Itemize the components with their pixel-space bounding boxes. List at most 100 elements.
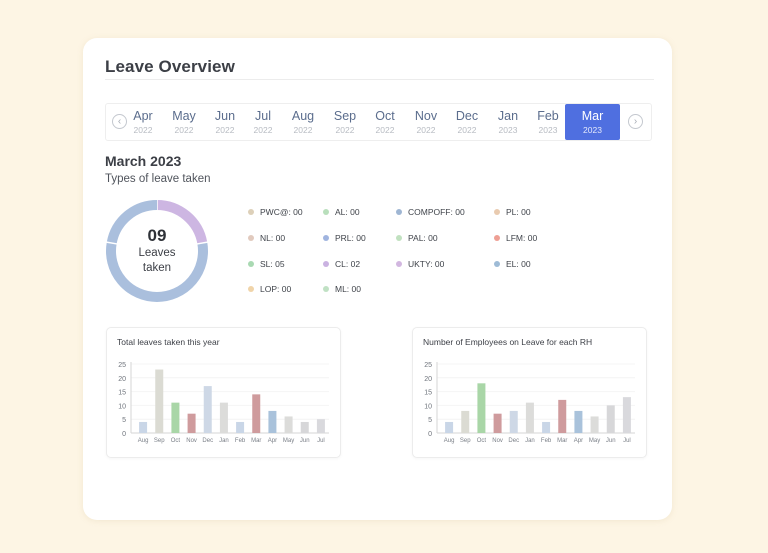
donut-segment[interactable] [156, 200, 208, 245]
x-tick-label: May [589, 438, 600, 444]
bar-mar[interactable] [252, 394, 261, 433]
legend-item-ukty: UKTY: 00 [396, 259, 444, 269]
y-tick-label: 5 [428, 417, 432, 424]
bar-dec[interactable] [509, 410, 518, 433]
month-tab-feb-2023[interactable]: Feb 2023 [525, 104, 571, 140]
legend-dot-icon [323, 209, 329, 215]
month-tab-may-2022[interactable]: May 2022 [161, 104, 207, 140]
year-label: 2022 [215, 125, 235, 135]
x-tick-label: Jun [606, 438, 616, 444]
bar-apr[interactable] [268, 410, 277, 433]
segment-separator [196, 241, 209, 245]
legend-dot-icon [323, 261, 329, 267]
legend-label: PWC@: 00 [260, 207, 303, 217]
donut-center: 09 Leaves taken [105, 199, 209, 303]
bar-feb[interactable] [542, 421, 551, 433]
legend-item-pal: PAL: 00 [396, 233, 438, 243]
total-leaves-bar-chart: 0 5 10 15 20 25 Aug Sep Oct Nov Dec Jan Feb Mar Apr May… [118, 362, 329, 444]
bar-jul[interactable] [316, 419, 325, 433]
legend-dot-icon [396, 261, 402, 267]
bar-sep[interactable] [155, 369, 164, 433]
month-tab-apr-2022[interactable]: Apr 2022 [120, 104, 166, 140]
bar-jun[interactable] [606, 405, 615, 433]
year-label: 2022 [133, 125, 153, 135]
bar-aug[interactable] [445, 421, 454, 433]
year-label: 2022 [174, 125, 194, 135]
y-tick-label: 20 [424, 376, 432, 383]
bar-apr[interactable] [574, 410, 583, 433]
month-tab-nov-2022[interactable]: Nov 2022 [403, 104, 449, 140]
month-label: Jun [214, 109, 236, 123]
year-label: 2022 [293, 125, 313, 135]
legend-item-pwc: PWC@: 00 [248, 207, 303, 217]
chart-title: Total leaves taken this year [117, 337, 220, 347]
x-tick-label: Aug [138, 438, 149, 444]
legend-dot-icon [396, 235, 402, 241]
legend-dot-icon [248, 286, 254, 292]
bar-mar[interactable] [558, 399, 567, 433]
legend-label: PAL: 00 [408, 233, 438, 243]
year-label: 2022 [253, 125, 273, 135]
donut-segment[interactable] [106, 200, 158, 245]
bar-jan[interactable] [525, 402, 534, 433]
x-tick-label: Feb [235, 438, 246, 444]
year-label: 2022 [375, 125, 395, 135]
bar-oct[interactable] [477, 383, 486, 433]
bar-nov[interactable] [493, 413, 502, 433]
x-tick-label: Dec [202, 438, 213, 444]
legend-label: ML: 00 [335, 284, 361, 294]
legend-label: PRL: 00 [335, 233, 366, 243]
legend-item-el: EL: 00 [494, 259, 531, 269]
legend-label: LOP: 00 [260, 284, 292, 294]
bar-oct[interactable] [171, 402, 180, 433]
bar-dec[interactable] [203, 386, 212, 433]
y-tick-label: 25 [424, 362, 432, 369]
y-tick-label: 15 [118, 390, 126, 397]
bar-may[interactable] [590, 416, 599, 433]
chart-title: Number of Employees on Leave for each RH [423, 337, 593, 347]
x-tick-label: Sep [460, 438, 471, 444]
month-tab-aug-2022[interactable]: Aug 2022 [280, 104, 326, 140]
bar-sep[interactable] [461, 410, 470, 433]
x-tick-label: Jul [623, 438, 631, 444]
x-tick-label: Mar [557, 438, 567, 444]
bar-aug[interactable] [139, 421, 148, 433]
bar-feb[interactable] [236, 421, 245, 433]
month-tab-oct-2022[interactable]: Oct 2022 [362, 104, 408, 140]
bar-may[interactable] [284, 416, 293, 433]
x-tick-label: Nov [186, 438, 197, 444]
month-selector: ‹ Apr 2022 May 2022 Jun 2022 Jul 2022 Aug 2022 Sep… [105, 103, 652, 141]
chevron-left-circle-icon[interactable]: ‹ [112, 114, 127, 129]
legend-dot-icon [494, 209, 500, 215]
bar-nov[interactable] [187, 413, 196, 433]
month-tab-mar-2023[interactable]: Mar 2023 [565, 104, 620, 140]
page-title: Leave Overview [105, 57, 235, 76]
x-tick-label: May [283, 438, 294, 444]
legend-label: CL: 02 [335, 259, 361, 269]
month-label: Sep [333, 109, 357, 123]
legend-item-al: AL: 00 [323, 207, 360, 217]
month-label: Nov [414, 109, 438, 123]
month-label: Mar [581, 109, 604, 123]
donut-segment[interactable] [106, 242, 208, 302]
month-tab-jul-2022[interactable]: Jul 2022 [240, 104, 286, 140]
legend-item-nl: NL: 00 [248, 233, 285, 243]
leave-overview-card: Leave Overview ‹ Apr 2022 May 2022 Jun 2022 Ju… [83, 38, 672, 520]
year-label: 2023 [498, 125, 518, 135]
bar-jul[interactable] [622, 397, 631, 433]
legend-dot-icon [248, 209, 254, 215]
bar-jan[interactable] [219, 402, 228, 433]
leave-donut-chart [105, 199, 209, 302]
y-tick-label: 10 [424, 403, 432, 410]
x-tick-label: Dec [508, 438, 519, 444]
month-tab-jun-2022[interactable]: Jun 2022 [202, 104, 248, 140]
bar-jun[interactable] [300, 421, 309, 433]
x-tick-label: Mar [251, 438, 261, 444]
chevron-right-circle-icon[interactable]: › [628, 114, 643, 129]
legend-item-lop: LOP: 00 [248, 284, 291, 294]
month-tab-jan-2023[interactable]: Jan 2023 [485, 104, 531, 140]
x-tick-label: Apr [268, 438, 277, 444]
year-label: 2022 [335, 125, 355, 135]
month-tab-dec-2022[interactable]: Dec 2022 [444, 104, 490, 140]
month-tab-sep-2022[interactable]: Sep 2022 [322, 104, 368, 140]
